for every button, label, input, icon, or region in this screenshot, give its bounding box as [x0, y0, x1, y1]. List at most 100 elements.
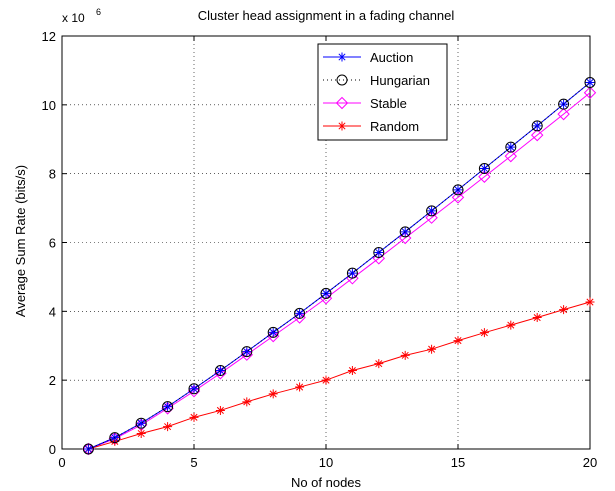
- data-point-hungarian: [188, 383, 200, 395]
- data-point-auction: [374, 247, 384, 257]
- series-line-random: [88, 301, 591, 450]
- data-point-hungarian: [109, 432, 121, 444]
- series-hungarian: [82, 76, 596, 455]
- legend-label: Stable: [370, 96, 407, 111]
- x-tick-label: 15: [451, 455, 465, 470]
- data-point-random: [479, 328, 489, 338]
- data-point-random: [242, 397, 252, 407]
- data-point-stable: [583, 86, 597, 99]
- y-exponent-power: 6: [96, 7, 101, 17]
- y-axis-exponent: x 10 6: [62, 7, 101, 25]
- data-point-hungarian: [162, 401, 174, 413]
- series-stable: [82, 86, 597, 456]
- data-point-hungarian: [135, 417, 147, 429]
- y-tick-label: 8: [49, 167, 56, 182]
- legend-entry-auction: Auction: [323, 50, 413, 65]
- data-point-random: [136, 429, 146, 439]
- data-point-random: [268, 389, 278, 399]
- data-point-stable: [187, 384, 201, 398]
- x-tick-label: 20: [583, 455, 597, 470]
- data-point-auction: [427, 206, 437, 216]
- x-tick-label: 10: [319, 455, 333, 470]
- y-tick-label: 6: [49, 236, 56, 251]
- data-point-random: [532, 313, 542, 323]
- x-tick-label: 0: [58, 455, 65, 470]
- data-point-stable: [557, 107, 570, 121]
- data-point-random: [215, 405, 225, 415]
- data-point-random: [427, 344, 437, 354]
- data-point-stable: [478, 170, 491, 183]
- series-layer: [82, 76, 597, 456]
- data-point-stable: [451, 191, 465, 204]
- data-point-auction: [163, 402, 173, 412]
- data-point-hungarian: [373, 246, 385, 258]
- chart-title: Cluster head assignment in a fading chan…: [198, 8, 455, 23]
- y-exponent-base: x 10: [62, 11, 85, 25]
- data-point-auction: [532, 121, 542, 131]
- data-point-hungarian: [399, 226, 411, 238]
- data-point-random: [585, 297, 595, 307]
- data-point-random: [163, 422, 173, 432]
- data-point-random: [374, 359, 384, 369]
- data-point-random: [347, 366, 357, 376]
- data-point-stable: [530, 128, 544, 142]
- legend-marker: [337, 52, 347, 62]
- data-point-hungarian: [267, 326, 279, 338]
- data-point-hungarian: [584, 76, 596, 88]
- data-point-auction: [136, 418, 146, 428]
- legend-label: Random: [370, 119, 419, 134]
- data-point-hungarian: [214, 365, 226, 377]
- data-point-stable: [425, 211, 438, 224]
- legend-entry-hungarian: Hungarian: [323, 73, 430, 88]
- data-point-random: [295, 382, 305, 392]
- data-point-auction: [268, 327, 278, 337]
- legend: Auction Hungarian Stable Random: [317, 43, 448, 141]
- legend-marker: [337, 121, 347, 131]
- data-point-stable: [240, 348, 254, 361]
- y-axis-label: Average Sum Rate (bits/s): [13, 165, 28, 317]
- data-point-hungarian: [82, 443, 94, 455]
- data-point-hungarian: [452, 184, 464, 196]
- axes: 0 5 10 15 20 0 2 4 6 8 10 12: [42, 29, 598, 470]
- data-point-random: [453, 336, 463, 346]
- data-point-auction: [585, 77, 595, 87]
- data-point-hungarian: [426, 205, 438, 217]
- data-point-auction: [400, 227, 410, 237]
- y-tick-label: 2: [49, 373, 56, 388]
- data-point-random: [400, 350, 410, 360]
- data-point-stable: [266, 329, 280, 343]
- data-point-auction: [347, 268, 357, 278]
- legend-entry-stable: Stable: [323, 96, 407, 111]
- data-point-hungarian: [505, 141, 517, 153]
- data-point-hungarian: [346, 267, 358, 279]
- data-point-auction: [479, 164, 489, 174]
- data-point-hungarian: [531, 120, 543, 132]
- data-point-stable: [214, 367, 227, 380]
- data-point-hungarian: [478, 163, 490, 175]
- data-point-random: [189, 412, 199, 422]
- data-point-stable: [504, 149, 518, 163]
- data-point-auction: [242, 347, 252, 357]
- legend-label: Hungarian: [370, 73, 430, 88]
- data-point-random: [559, 305, 569, 315]
- y-tick-label: 10: [42, 98, 56, 113]
- data-point-hungarian: [241, 346, 253, 358]
- y-tick-label: 4: [49, 304, 56, 319]
- data-point-auction: [295, 308, 305, 318]
- data-point-auction: [189, 384, 199, 394]
- y-tick-label: 0: [49, 442, 56, 457]
- series-line-stable: [88, 92, 591, 450]
- data-point-random: [506, 320, 516, 330]
- data-point-hungarian: [558, 98, 570, 110]
- legend-marker: [335, 96, 349, 110]
- data-point-stable: [398, 231, 412, 245]
- x-axis-label: No of nodes: [291, 475, 362, 490]
- y-tick-label: 12: [42, 29, 56, 44]
- data-point-hungarian: [294, 307, 306, 319]
- series-random: [83, 297, 595, 454]
- legend-entry-random: Random: [323, 119, 419, 134]
- data-point-auction: [215, 366, 225, 376]
- legend-marker: [336, 74, 348, 86]
- x-tick-label: 5: [190, 455, 197, 470]
